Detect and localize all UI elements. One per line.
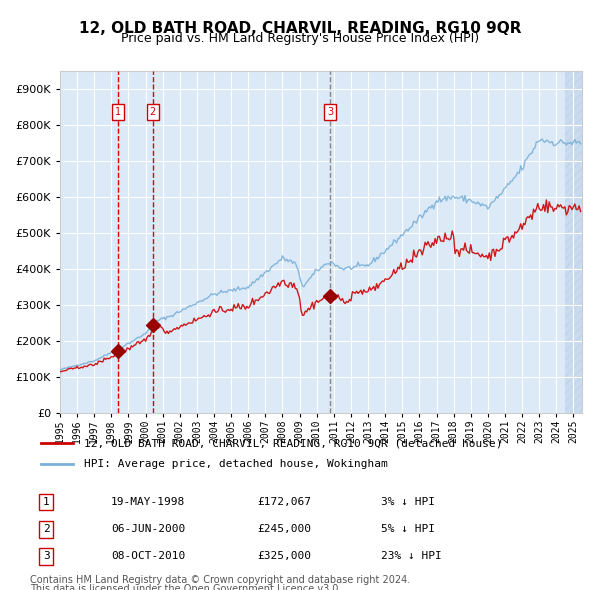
Text: HPI: Average price, detached house, Wokingham: HPI: Average price, detached house, Woki… [84,459,388,469]
Text: £172,067: £172,067 [257,497,311,507]
Text: 2: 2 [43,525,50,534]
Text: 3: 3 [327,107,333,117]
Text: 3% ↓ HPI: 3% ↓ HPI [381,497,435,507]
Text: 1: 1 [115,107,121,117]
Text: 1: 1 [43,497,50,507]
Text: 12, OLD BATH ROAD, CHARVIL, READING, RG10 9QR: 12, OLD BATH ROAD, CHARVIL, READING, RG1… [79,21,521,35]
Text: £245,000: £245,000 [257,525,311,534]
Bar [565,71,582,413]
Text: 12, OLD BATH ROAD, CHARVIL, READING, RG10 9QR (detached house): 12, OLD BATH ROAD, CHARVIL, READING, RG1… [84,438,503,448]
Text: 19-MAY-1998: 19-MAY-1998 [111,497,185,507]
Text: 2: 2 [149,107,156,117]
Text: 5% ↓ HPI: 5% ↓ HPI [381,525,435,534]
Text: 08-OCT-2010: 08-OCT-2010 [111,552,185,562]
Text: Contains HM Land Registry data © Crown copyright and database right 2024.: Contains HM Land Registry data © Crown c… [30,575,410,585]
Text: £325,000: £325,000 [257,552,311,562]
Text: 3: 3 [43,552,50,562]
Text: 06-JUN-2000: 06-JUN-2000 [111,525,185,534]
Text: 23% ↓ HPI: 23% ↓ HPI [381,552,442,562]
Text: Price paid vs. HM Land Registry's House Price Index (HPI): Price paid vs. HM Land Registry's House … [121,32,479,45]
Text: This data is licensed under the Open Government Licence v3.0.: This data is licensed under the Open Gov… [30,584,341,590]
